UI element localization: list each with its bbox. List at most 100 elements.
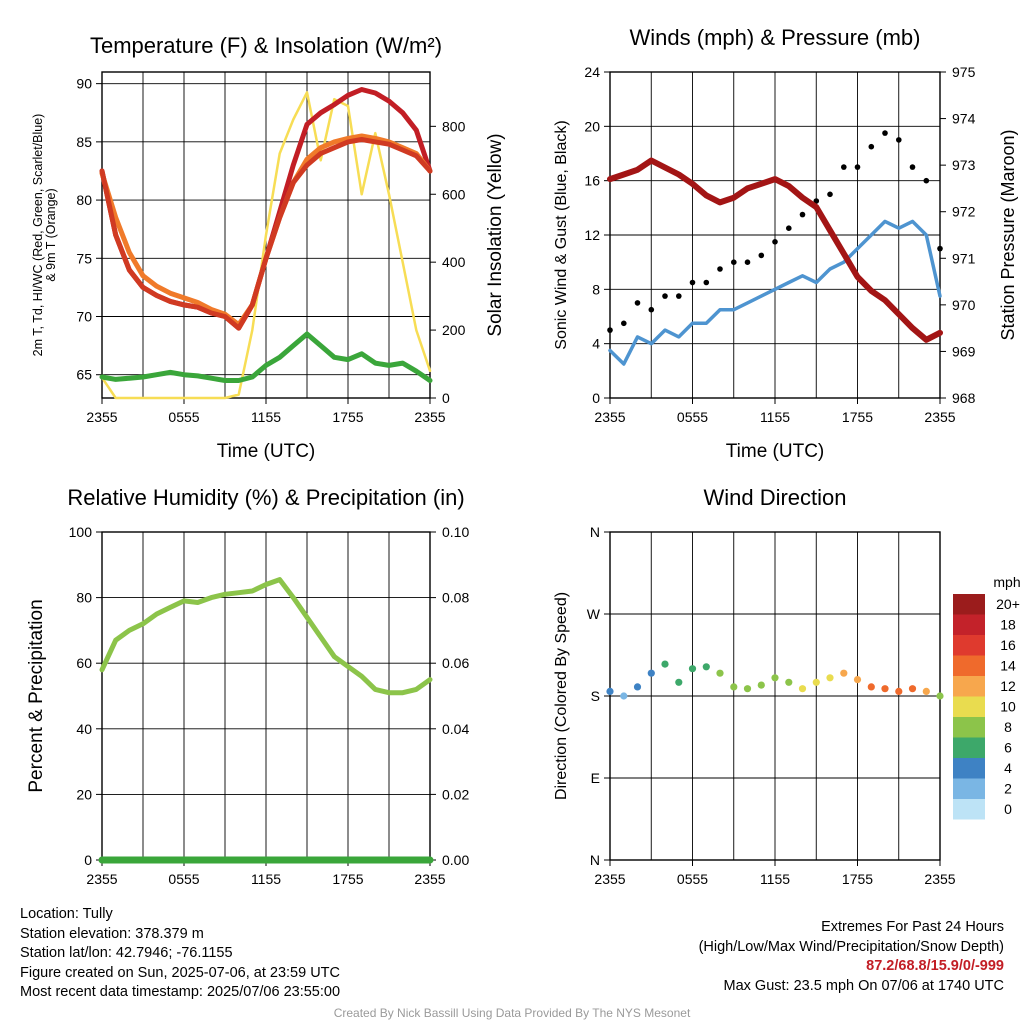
y-tick-label: 20 (584, 118, 600, 134)
legend-swatch (953, 737, 985, 758)
x-tick-label: 1755 (842, 409, 873, 425)
direction-point (688, 665, 697, 673)
direction-point (881, 685, 889, 693)
y-tick-label: 16 (584, 173, 600, 189)
created-text: Figure created on Sun, 2025-07-06, at 23… (20, 964, 340, 981)
legend-swatch (953, 655, 985, 676)
credit-text: Created By Nick Bassill Using Data Provi… (333, 1006, 691, 1020)
y-axis-label: Direction (Colored By Speed) (553, 592, 570, 800)
gust-point (634, 300, 641, 306)
legend-label: 20+ (996, 596, 1020, 612)
y-tick-label: W (587, 606, 601, 622)
x-tick-label: 0555 (677, 871, 708, 887)
gust-point (937, 245, 943, 252)
direction-point (675, 678, 683, 686)
y-tick-label: 40 (76, 721, 92, 737)
station-info: Location: Tully Station elevation: 378.3… (20, 905, 340, 1003)
y2-tick-label: 0.04 (442, 721, 469, 737)
panel-4: 2355 0555 1155 1755 2355 Wind Direction N E S W N D… (553, 485, 1021, 887)
series-line-hi-wc (99, 137, 433, 331)
gust-point (923, 177, 930, 184)
series-line-td (99, 331, 433, 383)
gust-point (676, 293, 682, 299)
y-axis-label: Percent & Precipitation (26, 599, 47, 792)
y-axis-label: 2m T, Td, HI/WC (Red, Green, Scarlet/Blu… (31, 114, 58, 357)
y2-tick-label: 968 (952, 390, 976, 406)
x-tick-label: 0555 (168, 409, 199, 425)
y-tick-label: 8 (592, 281, 600, 297)
y-tick-label: 70 (76, 309, 92, 325)
panel-1: 2355 0555 1155 1755 2355 Temperature (F) & In… (31, 33, 506, 462)
direction-point (716, 669, 724, 677)
gust-point (882, 130, 888, 136)
gust-point (813, 198, 820, 204)
direction-point (647, 669, 655, 677)
y-tick-label: 0 (592, 390, 600, 406)
panel-3: 2355 0555 1155 1755 2355 Relative Humidity (%… (26, 485, 469, 887)
series-line-station-pressure (607, 157, 943, 343)
legend-swatch (953, 758, 985, 779)
y-tick-label: N (590, 524, 600, 540)
legend-swatch (953, 635, 985, 656)
legend-title: mph (993, 574, 1020, 590)
y2-tick-label: 973 (952, 157, 976, 173)
gust-point (772, 239, 778, 245)
legend-label: 4 (1004, 760, 1012, 776)
y2-tick-label: 0.00 (442, 852, 469, 868)
legend-swatch (953, 696, 985, 717)
x-tick-label: 2355 (86, 871, 117, 887)
y2-tick-label: 974 (952, 111, 976, 127)
x-tick-label: 2355 (594, 871, 625, 887)
y-tick-label: 75 (76, 250, 92, 266)
direction-point (771, 674, 779, 682)
y2-tick-label: 0 (442, 390, 450, 406)
direction-point (633, 683, 642, 691)
y-tick-label: 85 (76, 134, 92, 150)
y2-tick-label: 971 (952, 250, 976, 266)
direction-point (922, 687, 930, 696)
extremes-values: 87.2/68.8/15.9/0/-999 (866, 958, 1004, 974)
direction-point (730, 683, 738, 691)
y-tick-label: 65 (76, 367, 92, 383)
extremes-title: Extremes For Past 24 Hours (821, 919, 1004, 935)
y2-axis-label: Solar Insolation (Yellow) (485, 133, 506, 336)
direction-point (743, 685, 752, 693)
chart-title: Relative Humidity (%) & Precipitation (i… (67, 485, 464, 510)
y-tick-label: 20 (76, 786, 92, 802)
legend-label: 12 (1000, 678, 1016, 694)
x-tick-label: 1755 (842, 871, 873, 887)
y2-tick-label: 0.08 (442, 590, 469, 606)
gust-point (909, 164, 916, 170)
legend-swatch (953, 778, 985, 799)
gust-point (758, 252, 765, 259)
chart-title: Temperature (F) & Insolation (W/m²) (90, 33, 442, 58)
latlon-text: Station lat/lon: 42.7946; -76.1155 (20, 945, 233, 961)
legend-label: 14 (1000, 658, 1016, 674)
extremes-info: Extremes For Past 24 Hours (High/Low/Max… (699, 918, 1004, 996)
legend-label: 8 (1004, 719, 1012, 735)
gust-point (786, 225, 792, 231)
gust-point (744, 259, 751, 266)
y-tick-label: 60 (76, 655, 92, 671)
legend-swatch (953, 614, 985, 635)
y-axis-label: Sonic Wind & Gust (Blue, Black) (553, 120, 570, 349)
direction-point (908, 685, 917, 693)
direction-point (840, 669, 848, 677)
direction-point (826, 674, 834, 682)
direction-point (798, 685, 807, 693)
x-tick-label: 0555 (677, 409, 708, 425)
legend-swatch (953, 717, 985, 738)
gust-point (648, 306, 655, 313)
y2-tick-label: 0.10 (442, 524, 469, 540)
legend-label: 10 (1000, 699, 1016, 715)
legend-label: 16 (1000, 637, 1016, 653)
y2-tick-label: 200 (442, 322, 466, 338)
y-tick-label: 4 (592, 336, 600, 352)
gust-point (827, 191, 833, 198)
y-tick-label: E (591, 770, 600, 786)
legend-swatch (953, 594, 985, 615)
panel-2: 2355 0555 1155 1755 2355 Winds (mph) & Pressu… (553, 25, 1018, 462)
y2-axis-label: Station Pressure (Maroon) (998, 129, 1018, 340)
direction-point (661, 660, 669, 668)
